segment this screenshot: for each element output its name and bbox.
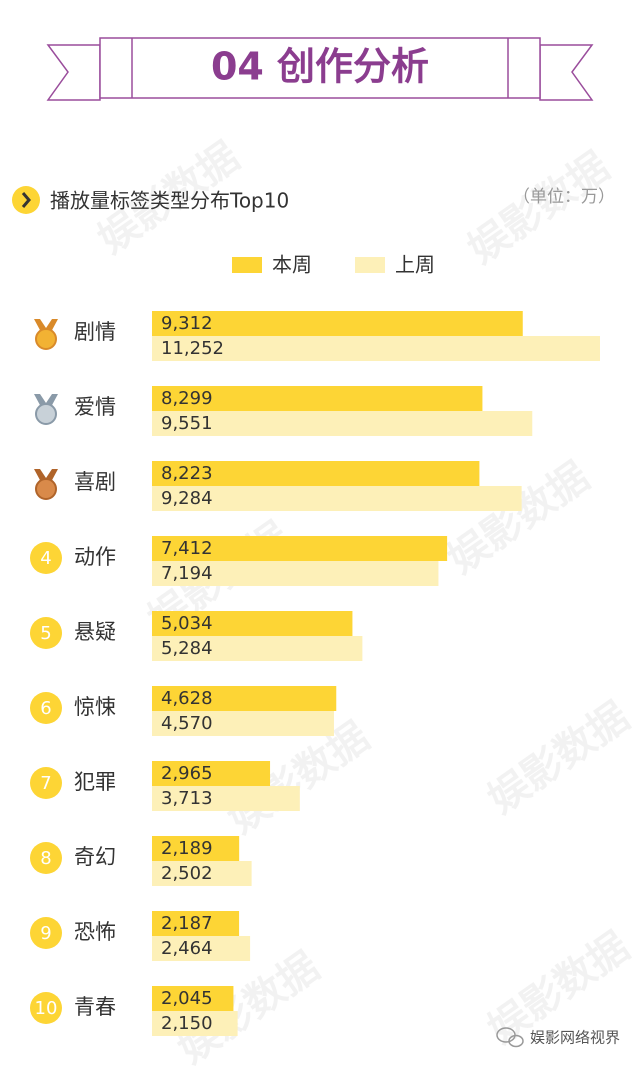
title-chevron <box>21 192 31 208</box>
rank-label: 8 <box>40 848 51 869</box>
bar <box>152 311 523 336</box>
category-label: 动作 <box>74 545 116 569</box>
value-label: 2,965 <box>161 763 213 784</box>
bar <box>152 861 252 886</box>
value-label: 7,194 <box>161 563 213 584</box>
rank-label: 10 <box>35 998 58 1019</box>
rank-label: 5 <box>40 623 51 644</box>
value-label: 4,628 <box>161 688 213 709</box>
value-label: 2,045 <box>161 988 213 1009</box>
value-label: 8,223 <box>161 463 213 484</box>
value-label: 4,570 <box>161 713 213 734</box>
value-label: 7,412 <box>161 538 213 559</box>
category-label: 剧情 <box>74 320 116 344</box>
rank-badge <box>30 767 62 799</box>
bar <box>152 761 271 786</box>
legend-swatch <box>232 257 262 273</box>
value-label: 8,299 <box>161 388 213 409</box>
title-icon <box>12 186 40 214</box>
category-label: 恐怖 <box>74 920 116 944</box>
bar <box>152 611 353 636</box>
medal-ribbon <box>34 469 58 482</box>
rank-badge <box>30 542 62 574</box>
value-label: 2,150 <box>161 1013 213 1034</box>
bar <box>152 636 363 661</box>
chart-title: 播放量标签类型分布Top10 <box>50 189 289 213</box>
value-label: 3,713 <box>161 788 213 809</box>
value-label: 9,312 <box>161 313 213 334</box>
bar <box>152 1011 238 1036</box>
bar <box>152 836 240 861</box>
category-label: 惊悚 <box>74 695 116 719</box>
bar <box>152 411 533 436</box>
value-label: 5,034 <box>161 613 213 634</box>
category-label: 犯罪 <box>74 770 116 794</box>
ribbon-right <box>539 44 594 101</box>
medal-ribbon <box>34 394 58 407</box>
legend-label: 本周 <box>272 253 312 277</box>
legend-label: 上周 <box>395 253 435 277</box>
bar <box>152 911 240 936</box>
ribbon-left <box>46 44 101 101</box>
value-label: 2,464 <box>161 938 213 959</box>
bar <box>152 936 251 961</box>
bar <box>152 561 439 586</box>
value-label: 9,551 <box>161 413 213 434</box>
value-label: 9,284 <box>161 488 213 509</box>
category-label: 青春 <box>74 995 116 1019</box>
rank-badge <box>30 692 62 724</box>
bar <box>152 461 480 486</box>
banner <box>46 37 594 101</box>
rank-badge <box>30 842 62 874</box>
bar <box>152 686 337 711</box>
bar <box>152 711 334 736</box>
bar <box>152 486 522 511</box>
header-title: 04 创作分析 <box>211 45 429 89</box>
bar <box>152 336 600 361</box>
value-label: 2,502 <box>161 863 213 884</box>
medal <box>35 328 57 350</box>
value-label: 11,252 <box>161 338 224 359</box>
rank-label: 7 <box>40 773 51 794</box>
category-label: 喜剧 <box>74 470 116 494</box>
rank-label: 4 <box>40 548 51 569</box>
category-label: 爱情 <box>74 395 116 419</box>
rank-badge <box>30 917 62 949</box>
footer-text: 娱影网络视界 <box>530 1029 620 1047</box>
rank-label: 9 <box>40 923 51 944</box>
value-label: 2,189 <box>161 838 213 859</box>
medal-ribbon <box>34 319 58 332</box>
medal <box>35 403 57 425</box>
bar <box>152 786 300 811</box>
rank-badge <box>30 992 62 1024</box>
value-label: 2,187 <box>161 913 213 934</box>
bar <box>152 986 234 1011</box>
bar <box>152 386 483 411</box>
category-label: 悬疑 <box>74 620 116 644</box>
rank-label: 6 <box>40 698 51 719</box>
unit-label: （单位：万） <box>513 187 615 207</box>
category-label: 奇幻 <box>74 845 116 869</box>
value-label: 5,284 <box>161 638 213 659</box>
legend-swatch <box>355 257 385 273</box>
bar <box>152 536 448 561</box>
footer-icon <box>496 1027 524 1048</box>
banner-box <box>99 37 541 99</box>
medal <box>35 478 57 500</box>
rank-badge <box>30 617 62 649</box>
